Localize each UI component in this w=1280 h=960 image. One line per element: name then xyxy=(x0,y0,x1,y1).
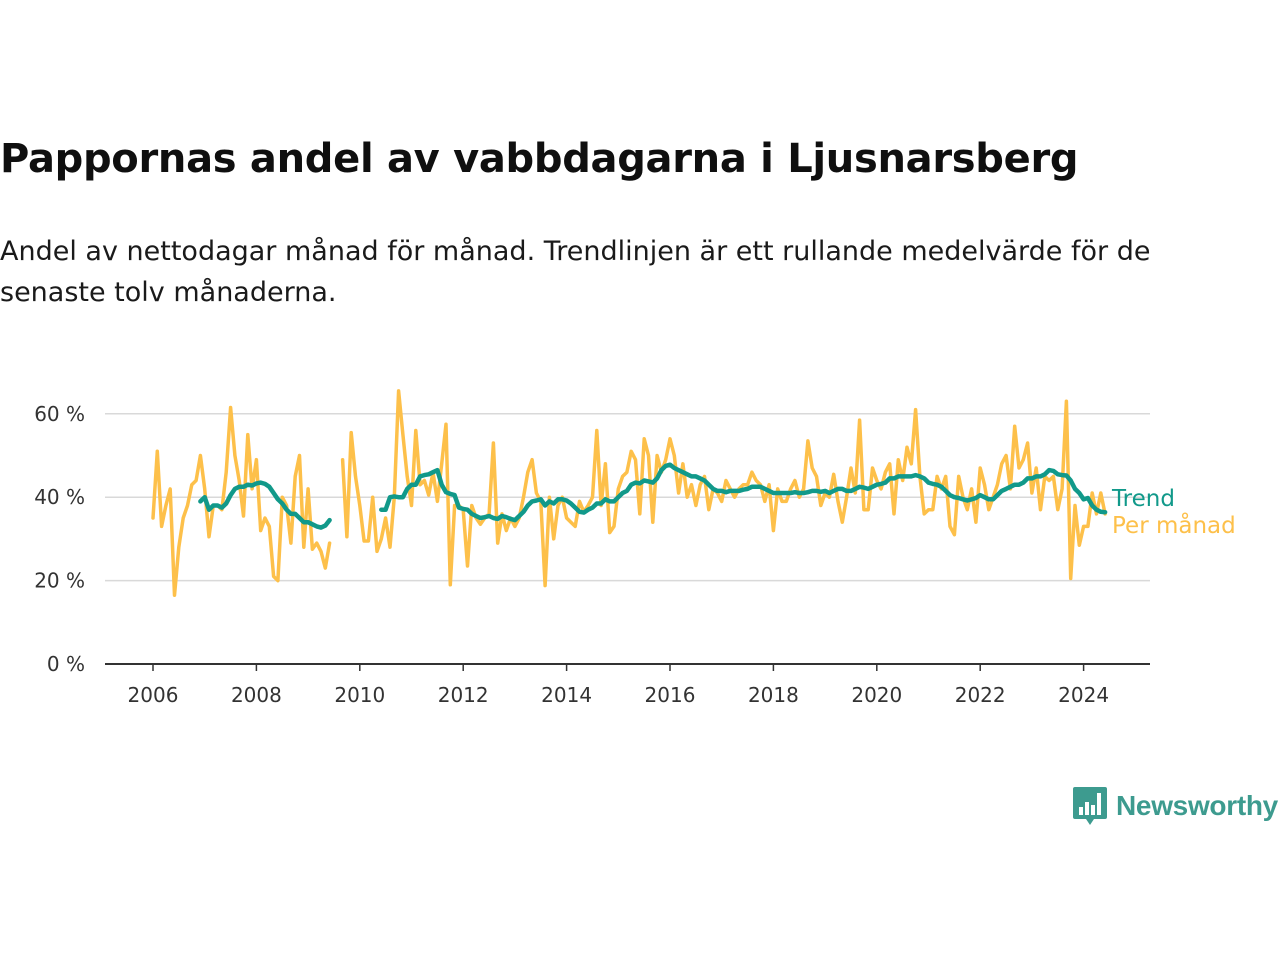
monthly-line xyxy=(340,389,1107,588)
trend-line xyxy=(379,462,1108,523)
monthly-line xyxy=(151,405,332,597)
trend-line xyxy=(198,480,332,530)
x-tick-label: 2006 xyxy=(128,683,179,707)
x-tick-label: 2022 xyxy=(955,683,1006,707)
x-tick-label: 2018 xyxy=(748,683,799,707)
series-lines xyxy=(151,389,1108,597)
x-tick-label: 2016 xyxy=(645,683,696,707)
y-tick-label: 0 % xyxy=(47,652,85,676)
x-tick-label: 2012 xyxy=(438,683,489,707)
y-axis-labels: 0 % 20 % 40 % 60 % xyxy=(34,402,85,676)
x-axis: 2006 2008 2010 2012 2014 2016 2018 2020 2022 2024 xyxy=(105,663,1150,707)
chart-title: Pappornas andel av vabbdagarna i Ljusnar… xyxy=(0,136,1079,182)
x-tick-label: 2020 xyxy=(851,683,902,707)
x-tick-label: 2014 xyxy=(541,683,592,707)
x-tick-label: 2008 xyxy=(231,683,282,707)
y-tick-label: 20 % xyxy=(34,569,85,593)
newsworthy-logo-icon xyxy=(1073,787,1107,825)
chart-subtitle: Andel av nettodagar månad för månad. Tre… xyxy=(0,236,1151,308)
y-tick-label: 60 % xyxy=(34,402,85,426)
x-tick-label: 2024 xyxy=(1058,683,1109,707)
y-tick-label: 40 % xyxy=(34,485,85,509)
legend-trend: Trend xyxy=(1111,486,1175,512)
x-tick-label: 2010 xyxy=(334,683,385,707)
newsworthy-logo: Newsworthy xyxy=(1072,785,1278,827)
legend-per-month: Per månad xyxy=(1112,511,1236,539)
newsworthy-logo-text: Newsworthy xyxy=(1116,790,1278,821)
